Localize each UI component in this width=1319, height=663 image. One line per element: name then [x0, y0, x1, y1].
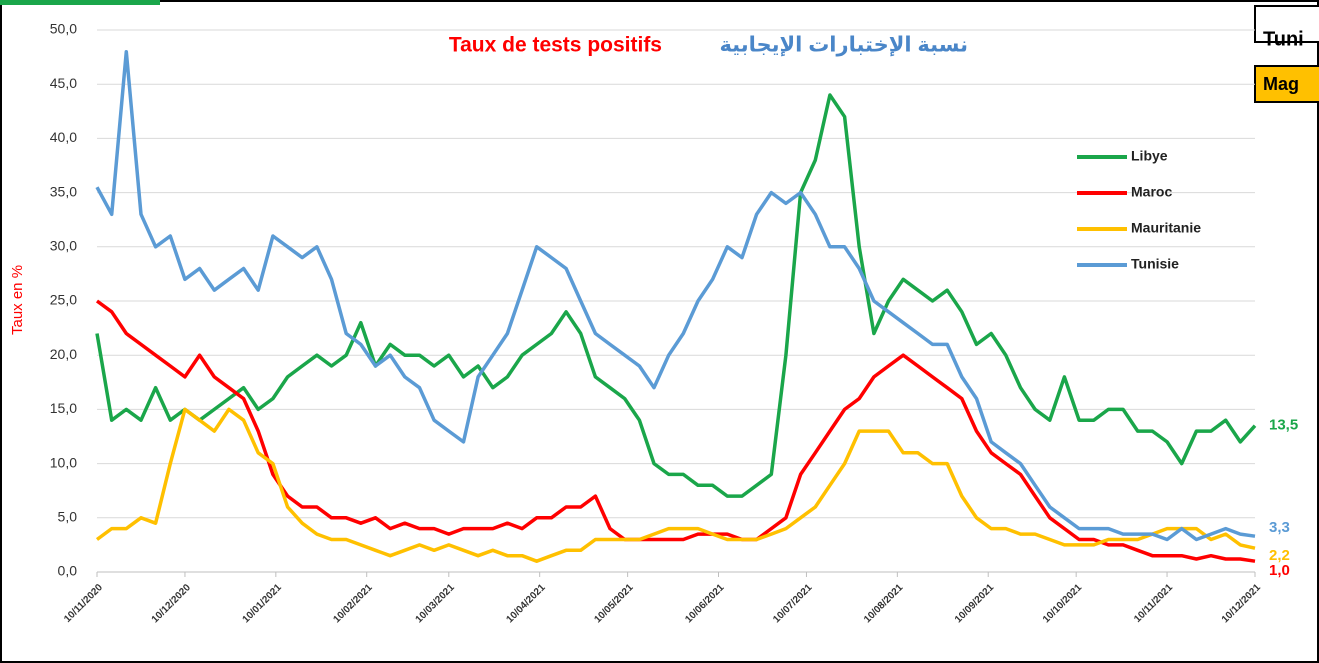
y-tick-label: 35,0 [50, 183, 77, 199]
legend-label: Tunisie [1131, 256, 1179, 272]
corner-cell [1254, 65, 1319, 103]
corner-text: Tuni [1263, 28, 1304, 50]
y-tick-label: 30,0 [50, 238, 77, 254]
series-line [95, 299, 1256, 563]
series-line [95, 407, 1256, 563]
series-line [95, 49, 1256, 542]
corner-cell [1254, 5, 1319, 43]
legend-label: Maroc [1131, 184, 1172, 200]
chart-title: Taux de tests positifs [449, 34, 662, 57]
y-tick-label: 5,0 [58, 509, 78, 525]
y-tick-label: 40,0 [50, 129, 77, 145]
legend-label: Mauritanie [1131, 220, 1201, 236]
y-tick-label: 50,0 [50, 21, 77, 37]
chart-subtitle: نسبة الإختبارات الإيجابية [719, 34, 968, 57]
series-line [95, 93, 1257, 498]
y-tick-label: 10,0 [50, 454, 77, 470]
y-tick-label: 20,0 [50, 346, 77, 362]
end-label: 2,2 [1269, 547, 1290, 564]
end-label: 1,0 [1269, 562, 1290, 579]
y-tick-label: 15,0 [50, 400, 77, 416]
y-axis-label: Taux en % [9, 265, 26, 335]
legend-label: Libye [1131, 148, 1168, 164]
y-tick-label: 25,0 [50, 292, 77, 308]
corner-strip [0, 0, 160, 5]
y-tick-label: 45,0 [50, 75, 77, 91]
end-label: 3,3 [1269, 519, 1290, 536]
y-tick-label: 0,0 [58, 563, 78, 579]
end-label: 13,5 [1269, 417, 1298, 434]
corner-text: Mag [1263, 74, 1299, 94]
